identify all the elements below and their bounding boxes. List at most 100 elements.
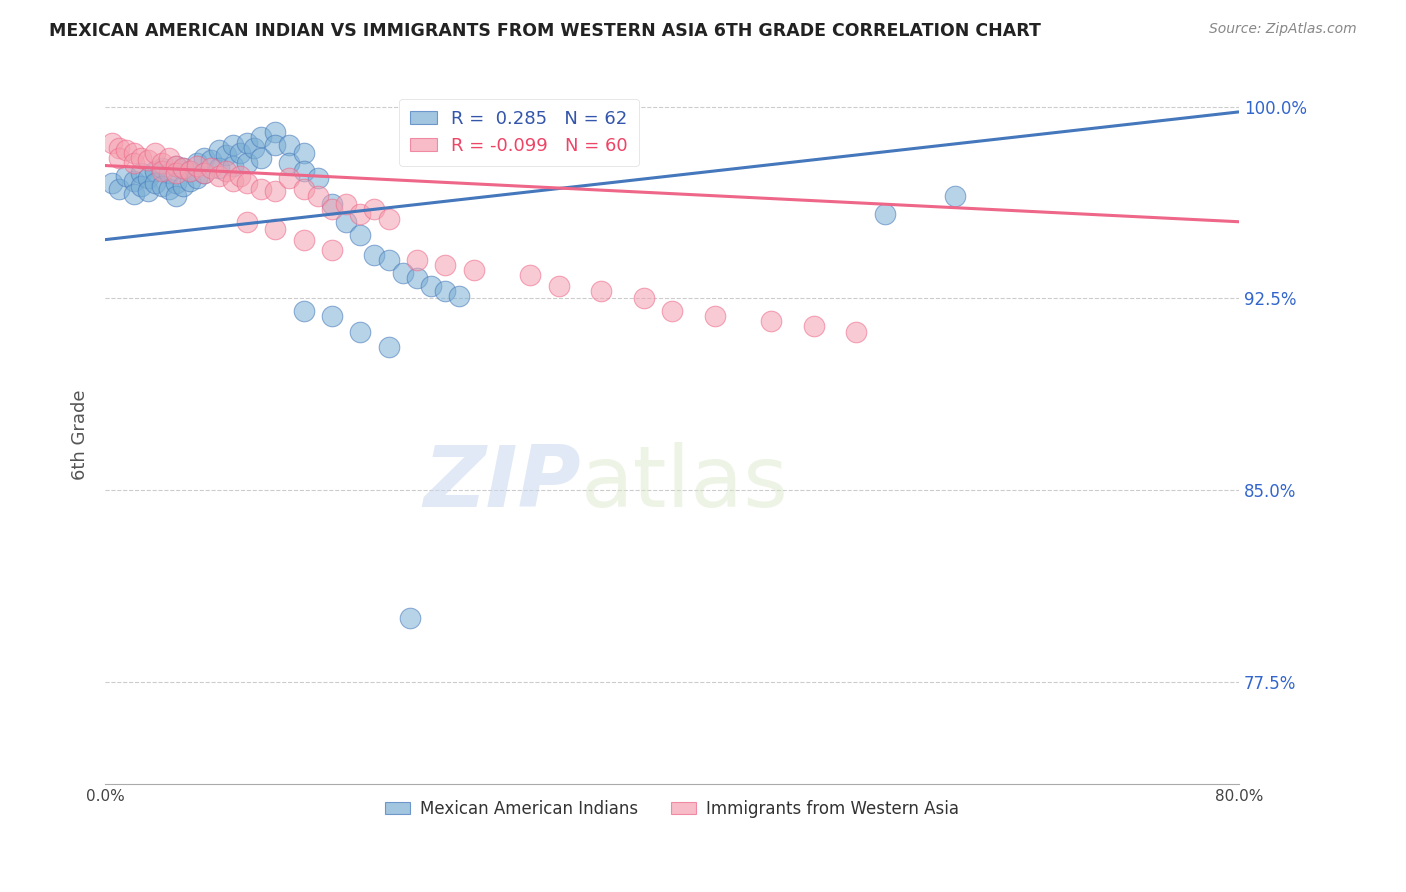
- Legend: Mexican American Indians, Immigrants from Western Asia: Mexican American Indians, Immigrants fro…: [378, 793, 966, 824]
- Point: [172, 179, 194, 194]
- Point: [136, 171, 159, 186]
- Point: [250, 151, 273, 165]
- Point: [129, 179, 152, 194]
- Point: [377, 212, 399, 227]
- Point: [229, 145, 252, 160]
- Point: [264, 138, 287, 153]
- Point: [307, 171, 329, 186]
- Point: [193, 166, 215, 180]
- Point: [321, 202, 343, 216]
- Point: [335, 215, 357, 229]
- Point: [377, 253, 399, 268]
- Point: [150, 156, 173, 170]
- Point: [264, 222, 287, 236]
- Point: [136, 153, 159, 168]
- Point: [547, 278, 569, 293]
- Point: [214, 148, 236, 162]
- Point: [292, 233, 315, 247]
- Point: [703, 310, 725, 324]
- Point: [349, 325, 371, 339]
- Point: [292, 145, 315, 160]
- Point: [264, 125, 287, 139]
- Point: [214, 163, 236, 178]
- Point: [108, 141, 131, 155]
- Point: [292, 163, 315, 178]
- Point: [264, 184, 287, 198]
- Point: [873, 207, 896, 221]
- Point: [236, 177, 259, 191]
- Point: [661, 304, 683, 318]
- Point: [449, 289, 471, 303]
- Point: [463, 263, 485, 277]
- Point: [115, 169, 138, 183]
- Point: [129, 151, 152, 165]
- Point: [108, 181, 131, 195]
- Point: [122, 156, 145, 170]
- Text: ZIP: ZIP: [423, 442, 581, 525]
- Text: Source: ZipAtlas.com: Source: ZipAtlas.com: [1209, 22, 1357, 37]
- Point: [200, 161, 222, 175]
- Point: [122, 145, 145, 160]
- Point: [250, 130, 273, 145]
- Point: [236, 156, 259, 170]
- Point: [165, 159, 187, 173]
- Point: [321, 310, 343, 324]
- Point: [759, 314, 782, 328]
- Point: [186, 159, 208, 173]
- Point: [101, 177, 124, 191]
- Point: [207, 143, 229, 157]
- Point: [434, 258, 457, 272]
- Point: [186, 171, 208, 186]
- Point: [207, 169, 229, 183]
- Point: [406, 253, 429, 268]
- Point: [179, 163, 201, 178]
- Point: [363, 202, 385, 216]
- Point: [136, 184, 159, 198]
- Point: [321, 243, 343, 257]
- Point: [122, 174, 145, 188]
- Point: [157, 181, 180, 195]
- Point: [172, 161, 194, 175]
- Y-axis label: 6th Grade: 6th Grade: [72, 390, 89, 480]
- Point: [165, 159, 187, 173]
- Point: [519, 268, 541, 283]
- Point: [143, 145, 166, 160]
- Point: [803, 319, 825, 334]
- Point: [243, 141, 266, 155]
- Point: [250, 181, 273, 195]
- Point: [165, 189, 187, 203]
- Point: [377, 340, 399, 354]
- Point: [193, 151, 215, 165]
- Point: [406, 271, 429, 285]
- Point: [420, 278, 443, 293]
- Point: [143, 163, 166, 178]
- Point: [165, 177, 187, 191]
- Point: [633, 292, 655, 306]
- Point: [236, 136, 259, 150]
- Point: [307, 189, 329, 203]
- Point: [165, 166, 187, 180]
- Point: [363, 248, 385, 262]
- Point: [122, 186, 145, 201]
- Point: [193, 166, 215, 180]
- Point: [115, 143, 138, 157]
- Point: [945, 189, 967, 203]
- Point: [150, 161, 173, 175]
- Point: [335, 197, 357, 211]
- Point: [150, 179, 173, 194]
- Point: [186, 156, 208, 170]
- Point: [591, 284, 613, 298]
- Point: [434, 284, 457, 298]
- Point: [157, 166, 180, 180]
- Point: [391, 266, 413, 280]
- Point: [292, 181, 315, 195]
- Point: [108, 151, 131, 165]
- Point: [157, 151, 180, 165]
- Point: [172, 161, 194, 175]
- Point: [278, 171, 301, 186]
- Point: [399, 610, 422, 624]
- Point: [349, 227, 371, 242]
- Point: [349, 207, 371, 221]
- Point: [845, 325, 868, 339]
- Point: [143, 177, 166, 191]
